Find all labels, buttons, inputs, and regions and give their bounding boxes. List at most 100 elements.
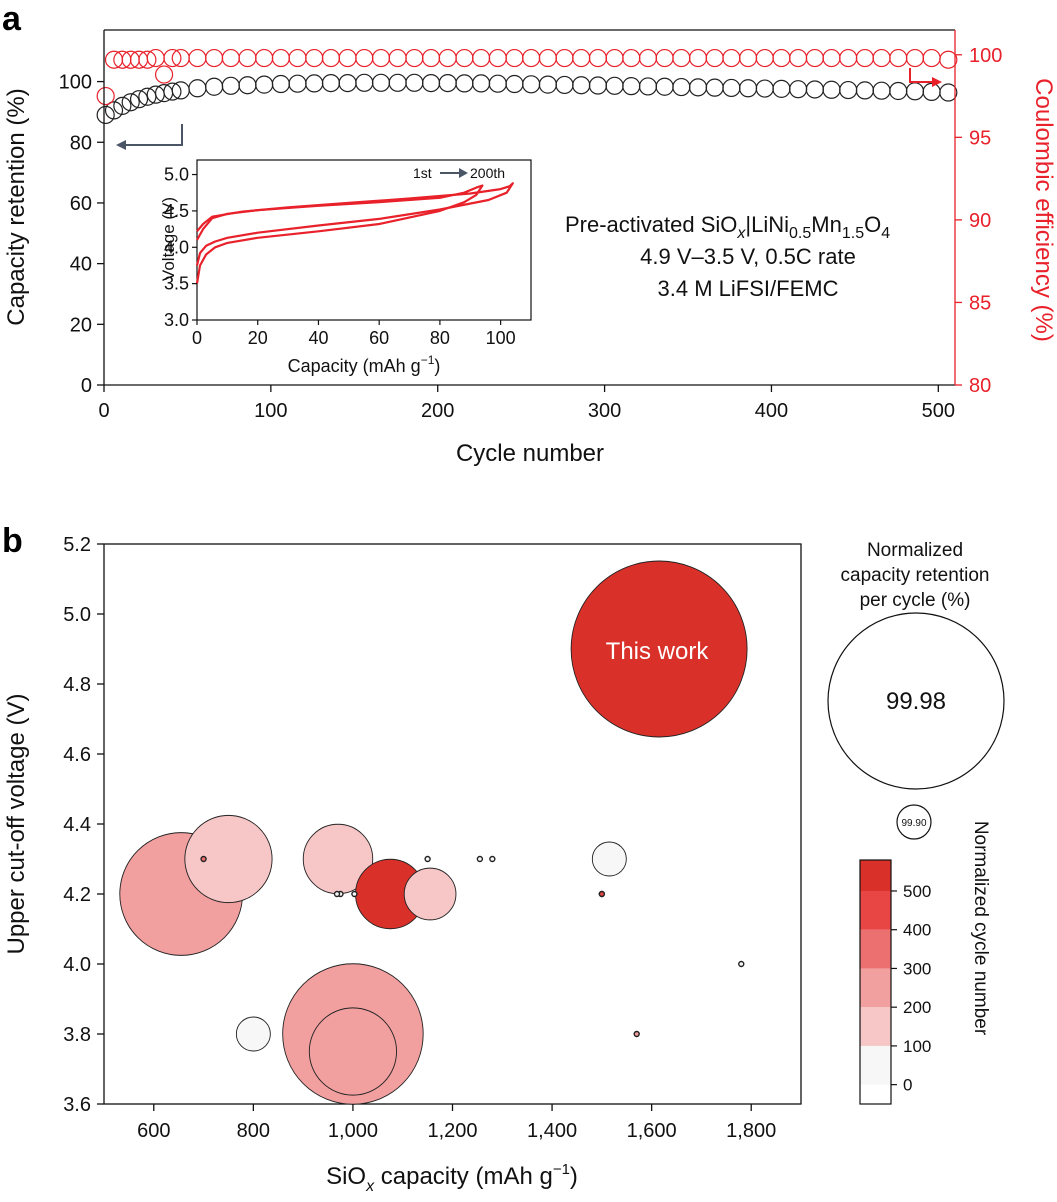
capacity-retention-point [488, 74, 507, 93]
capacity-retention-point [271, 74, 290, 94]
y-tick-label: 0 [81, 375, 92, 397]
capacity-retention-point [255, 75, 274, 94]
panel-b: b This work 600 800 1,000 1,200 1,400 1,600 1,… [2, 522, 1005, 1195]
coulombic-efficiency-point [672, 48, 691, 68]
y2-tick-label: 100 [969, 45, 1002, 67]
x-tick-label: 800 [237, 1120, 270, 1142]
coulombic-efficiency-point [371, 48, 391, 68]
y-tick-label: 4.4 [63, 814, 91, 836]
panel-a-annotation: Pre-activated SiOx|LiNi0.5Mn1.5O4 4.9 V–… [565, 212, 890, 301]
coulombic-efficiency-point [388, 48, 407, 68]
colorbar-tick-label: 200 [903, 998, 931, 1017]
inset-x-tick-label: 80 [430, 328, 450, 348]
x-tick-label: 1,200 [427, 1120, 477, 1142]
this-work-bubble [570, 560, 748, 738]
capacity-retention-point [472, 74, 491, 93]
capacity-retention-point [388, 73, 407, 92]
coulombic-efficiency-point [205, 48, 224, 68]
capacity-retention-point [738, 79, 758, 98]
inset-x-ticks: 0 20 40 60 80 100 [192, 320, 516, 348]
colorbar: 0 100 200 300 400 500 [859, 859, 931, 1105]
y-tick-label: 4.0 [63, 954, 91, 976]
coulombic-efficiency-point [288, 48, 307, 68]
y-tick-label: 4.8 [63, 674, 91, 696]
size-legend-large-label: 99.98 [886, 688, 946, 715]
capacity-retention-point [905, 82, 925, 101]
panel-b-y-label: Upper cut-off voltage (V) [3, 693, 30, 954]
y-tick-label: 5.0 [63, 604, 91, 626]
x-tick-label: 1,000 [328, 1120, 378, 1142]
capacity-retention-point [113, 96, 132, 115]
panel-a-x-ticks: 0 100 200 300 400 500 [98, 385, 955, 422]
inset-y-tick-label: 3.5 [164, 274, 189, 294]
y-tick-label: 5.2 [63, 534, 91, 556]
y-tick-label: 3.8 [63, 1024, 91, 1046]
y2-tick-label: 80 [969, 375, 991, 397]
y-tick-label: 40 [70, 254, 92, 276]
inset-y-tick-label: 5.0 [164, 165, 189, 185]
size-legend-title-3: per cycle (%) [860, 590, 971, 611]
panel-b-x-ticks: 600 800 1,000 1,200 1,400 1,600 1,800 [137, 1104, 776, 1142]
capacity-retention-point [522, 75, 541, 94]
capacity-retention-point [121, 93, 140, 112]
left-axis-pointer-arrow [116, 124, 183, 150]
inset-y-label: Voltage (V) [159, 197, 178, 281]
coulombic-efficiency-point [855, 48, 874, 68]
literature-bubble [200, 855, 207, 863]
capacity-retention-point [789, 80, 808, 99]
panel-b-label: b [2, 522, 23, 560]
coulombic-efficiency-point [822, 48, 841, 68]
coulombic-efficiency-point [872, 48, 891, 68]
capacity-retention-point [638, 77, 658, 96]
voltage-profile-inset: 0 20 40 60 80 100 3.0 3.5 4.0 4.5 5.0 Capacity (m… [159, 159, 532, 376]
y-tick-label: 100 [59, 72, 92, 94]
coulombic-efficiency-point [755, 48, 774, 68]
size-legend-title-2: capacity retention [841, 565, 990, 586]
capacity-retention-point [805, 80, 824, 99]
x-tick-label: 600 [137, 1120, 170, 1142]
literature-bubble [489, 855, 496, 863]
capacity-retention-point [889, 81, 908, 101]
capacity-retention-point [163, 82, 182, 101]
panel-a-y2-label: Coulombic efficiency (%) [1030, 78, 1057, 342]
y-tick-label: 4.2 [63, 884, 91, 906]
colorbar-tick-label: 400 [903, 921, 931, 940]
capacity-retention-point [129, 90, 149, 109]
coulombic-efficiency-point [738, 48, 758, 68]
capacity-retention-point [288, 74, 307, 93]
capacity-retention-point [605, 76, 624, 95]
inset-x-tick-label: 20 [248, 328, 268, 348]
literature-bubble [476, 855, 484, 863]
coulombic-efficiency-point [271, 48, 290, 68]
capacity-retention-point [622, 77, 641, 96]
coulombic-efficiency-point [572, 48, 591, 68]
capacity-retention-point [238, 76, 257, 95]
colorbar-tick-label: 300 [903, 959, 931, 978]
capacity-retention-point [421, 73, 441, 93]
capacity-retention-point [839, 80, 858, 100]
capacity-retention-point [872, 81, 891, 100]
capacity-retention-point [338, 73, 357, 93]
capacity-retention-point [355, 73, 374, 92]
coulombic-efficiency-point [555, 48, 574, 68]
coulombic-efficiency-point [154, 65, 174, 84]
literature-bubble [333, 890, 341, 898]
capacity-retention-point [104, 101, 124, 120]
coulombic-efficiency-point [255, 48, 274, 68]
capacity-retention-point [96, 105, 115, 125]
coulombic-efficiency-point [188, 48, 207, 68]
inset-x-tick-label: 100 [486, 328, 516, 348]
coulombic-efficiency-point [688, 48, 708, 68]
x-tick-label: 100 [254, 400, 287, 422]
x-tick-label: 1,800 [726, 1120, 776, 1142]
coulombic-efficiency-point [355, 48, 374, 68]
x-tick-label: 400 [755, 400, 788, 422]
y-tick-label: 80 [70, 132, 92, 154]
inset-x-tick-label: 60 [369, 328, 389, 348]
coulombic-efficiency-point [722, 48, 741, 68]
coulombic-efficiency-point [305, 48, 324, 68]
capacity-retention-point [572, 76, 591, 95]
size-legend-small-circle [896, 804, 932, 840]
capacity-retention-point [855, 81, 874, 100]
